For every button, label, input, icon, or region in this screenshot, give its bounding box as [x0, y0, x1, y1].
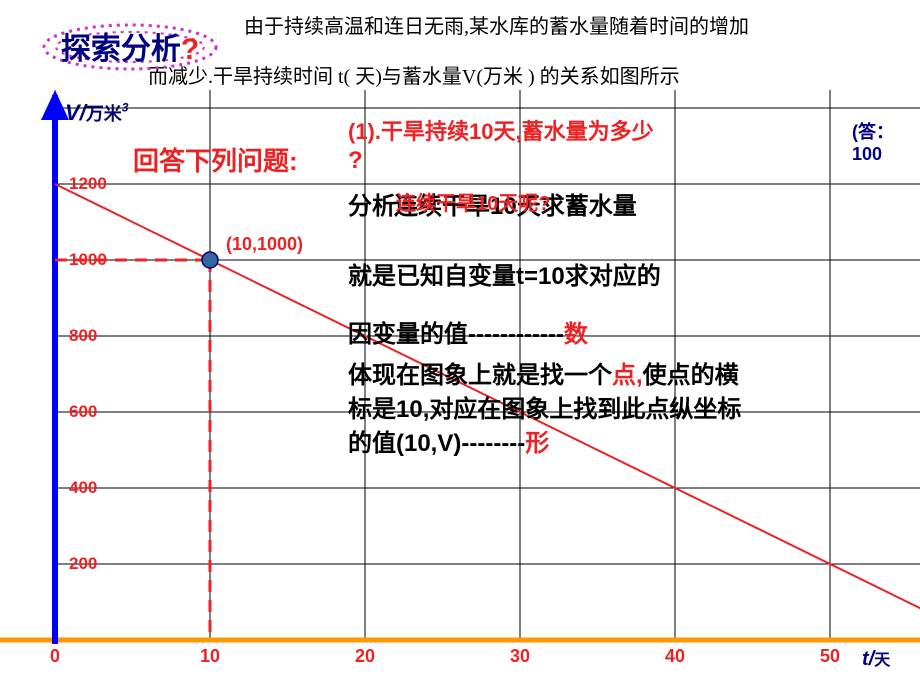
x-axis-label: t/天 — [862, 646, 890, 671]
y-tick-label: 200 — [69, 554, 97, 574]
problem-line-2: 而减少.干旱持续时间 t( 天)与蓄水量V(万米 ) 的关系如图所示 — [148, 60, 680, 89]
x-tick-label: 20 — [355, 646, 375, 667]
answer-header: 回答下列问题: — [133, 145, 298, 179]
y-tick-label: 800 — [69, 326, 97, 346]
analysis-4: 体现在图象上就是找一个点,使点的横 — [348, 360, 739, 391]
answer-prefix: (答：100 — [852, 118, 920, 165]
y-tick-label: 600 — [69, 402, 97, 422]
analysis-3: 因变量的值------------数 — [348, 319, 588, 350]
analysis-1: 分析连续干旱10天呢?连续干旱10天求蓄水量 — [348, 191, 637, 222]
x-tick-label: 10 — [200, 646, 220, 667]
analysis-2: 就是已知自变量t=10求对应的 — [348, 261, 661, 292]
y-tick-label: 400 — [69, 478, 97, 498]
problem-line-1: 由于持续高温和连日无雨,某水库的蓄水量随着时间的增加 — [244, 10, 749, 39]
analysis-5: 标是10,对应在图象上找到此点纵坐标 — [348, 394, 741, 425]
analysis-6: 的值(10,V)--------形 — [348, 428, 549, 459]
y-tick-label: 1000 — [69, 250, 107, 270]
badge-q: ? — [181, 33, 199, 66]
point-label: (10,1000) — [226, 234, 303, 255]
x-tick-label: 50 — [820, 646, 840, 667]
x-tick-label: 0 — [50, 646, 60, 667]
x-tick-label: 30 — [510, 646, 530, 667]
badge-main: 探索分析 — [61, 33, 181, 66]
y-tick-label: 1200 — [69, 174, 107, 194]
explore-badge: 探索分析? — [40, 26, 220, 66]
q1-qmark: ? — [348, 145, 363, 176]
x-tick-label: 40 — [665, 646, 685, 667]
q1-text: (1).干旱持续10天,蓄水量为多少 — [348, 118, 654, 147]
